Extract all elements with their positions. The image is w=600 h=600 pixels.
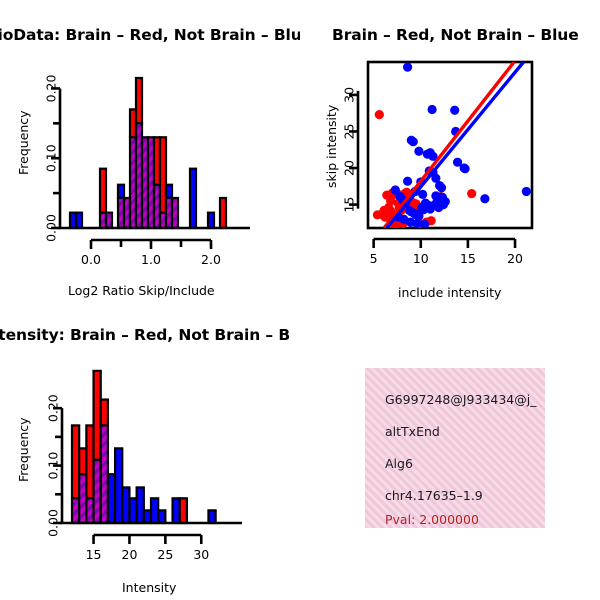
y-tick-label: 0.00: [44, 214, 59, 242]
histogram-bar: [218, 196, 228, 230]
scatter-point: [402, 176, 413, 186]
info-line-event-type: altTxEnd: [385, 424, 440, 439]
scatter-point: [480, 194, 490, 204]
y-tick-label: 0.20: [46, 394, 61, 422]
info-box-background: [365, 368, 545, 528]
y-tick-label: 30: [342, 87, 357, 103]
scatter-point: [422, 149, 432, 159]
histogram-bar: [188, 167, 198, 230]
panel-info: G6997248@J933434@j_ altTxEnd Alg6 chr4.1…: [300, 310, 600, 600]
scatter-point: [438, 199, 449, 210]
scatter-point: [450, 105, 460, 115]
ratio-histogram-plot: 0.00 0.10 0.20 0.0 1.0 2.0: [44, 74, 250, 267]
panel-intensity-scatter: Brain – Red, Not Brain – Blue 15 20 25 30 5 1…: [300, 0, 600, 310]
blue-fit: [385, 62, 525, 228]
x-tick-label: 15: [460, 251, 476, 266]
scatter-xlabel: include intensity: [398, 285, 502, 300]
panel-intensity-histogram: ne Itensity: Brain – Red, Not Brain – B …: [0, 310, 300, 600]
y-tick-label: 0.20: [44, 74, 59, 102]
ratio-histogram-title: RatioData: Brain – Red, Not Brain – Blu: [0, 26, 300, 44]
scatter-point: [419, 219, 430, 228]
scatter-point: [427, 104, 437, 115]
histogram-bar: [74, 211, 84, 230]
plot-frame: [366, 60, 534, 230]
info-box: G6997248@J933434@j_ altTxEnd Alg6 chr4.1…: [365, 368, 545, 528]
histogram-bar: [178, 497, 189, 525]
scatter-ylabel: skip intensity: [324, 104, 339, 188]
histogram-bar: [206, 211, 216, 230]
info-line-gene-symbol: Alg6: [385, 456, 413, 471]
scatter-point: [460, 164, 470, 174]
ratio-histogram-ylabel: Frequency: [16, 110, 31, 175]
scatter-point: [390, 185, 400, 195]
histogram-bar: [170, 196, 180, 230]
x-tick-label: 25: [157, 547, 173, 562]
scatter-point: [418, 189, 428, 199]
x-axis: [60, 521, 242, 544]
histogram-bar: [157, 509, 167, 525]
histogram-bar: [104, 211, 114, 230]
x-axis: [58, 226, 250, 249]
ratio-histogram-xlabel: Log2 Ratio Skip/Include: [68, 283, 215, 298]
y-tick-label: 25: [342, 124, 357, 140]
info-line-pval: Pval: 2.000000: [385, 512, 479, 527]
y-tick-label: 0.10: [44, 144, 59, 172]
fit-lines: [382, 62, 525, 228]
y-tick-label: 20: [342, 160, 357, 176]
x-tick-label: 20: [507, 251, 523, 266]
x-tick-label: 15: [86, 547, 102, 562]
x-tick-label: 20: [122, 547, 138, 562]
y-tick-label: 0.10: [46, 452, 61, 480]
histogram-bar: [207, 509, 217, 525]
intensity-histogram-title: ne Itensity: Brain – Red, Not Brain – B: [0, 326, 291, 344]
x-tick-label: 5: [370, 251, 378, 266]
y-axis: [51, 87, 62, 230]
scatter-point: [431, 191, 441, 201]
scatter-point: [414, 211, 424, 221]
panel-ratio-histogram: RatioData: Brain – Red, Not Brain – Blu …: [0, 0, 300, 310]
x-tick-label: 1.0: [141, 252, 161, 267]
scatter-title: Brain – Red, Not Brain – Blue: [332, 26, 579, 44]
red-fit: [382, 62, 516, 228]
x-tick-label: 30: [193, 547, 209, 562]
info-line-gene-id: G6997248@J933434@j_: [385, 392, 537, 407]
scatter-plot: 15 20 25 30 5 10 15 20: [342, 60, 534, 266]
scatter-point: [452, 157, 463, 167]
scatter-point: [436, 183, 447, 193]
scatter-point: [521, 186, 531, 197]
x-tick-label: 10: [413, 251, 429, 266]
intensity-histogram-ylabel: Frequency: [16, 417, 31, 482]
x-tick-label: 0.0: [81, 252, 101, 267]
scatter-point: [431, 173, 441, 183]
x-axis: [372, 237, 517, 248]
info-line-locus: chr4.17635–1.9: [385, 488, 483, 503]
y-axis: [349, 90, 360, 209]
scatter-point: [382, 190, 392, 200]
intensity-histogram-plot: 0.00 0.10 0.20 15 20 25 30: [46, 369, 242, 562]
x-tick-label: 2.0: [201, 252, 221, 267]
intensity-histogram-xlabel: Intensity: [122, 580, 177, 595]
y-tick-label: 15: [342, 197, 357, 213]
scatter-point: [402, 62, 413, 72]
scatter-point: [467, 189, 477, 199]
scatter-point: [379, 205, 389, 216]
scatter-point: [414, 146, 424, 156]
y-tick-label: 0.00: [46, 509, 61, 537]
scatter-point: [408, 137, 418, 147]
scatter-point: [374, 110, 384, 120]
